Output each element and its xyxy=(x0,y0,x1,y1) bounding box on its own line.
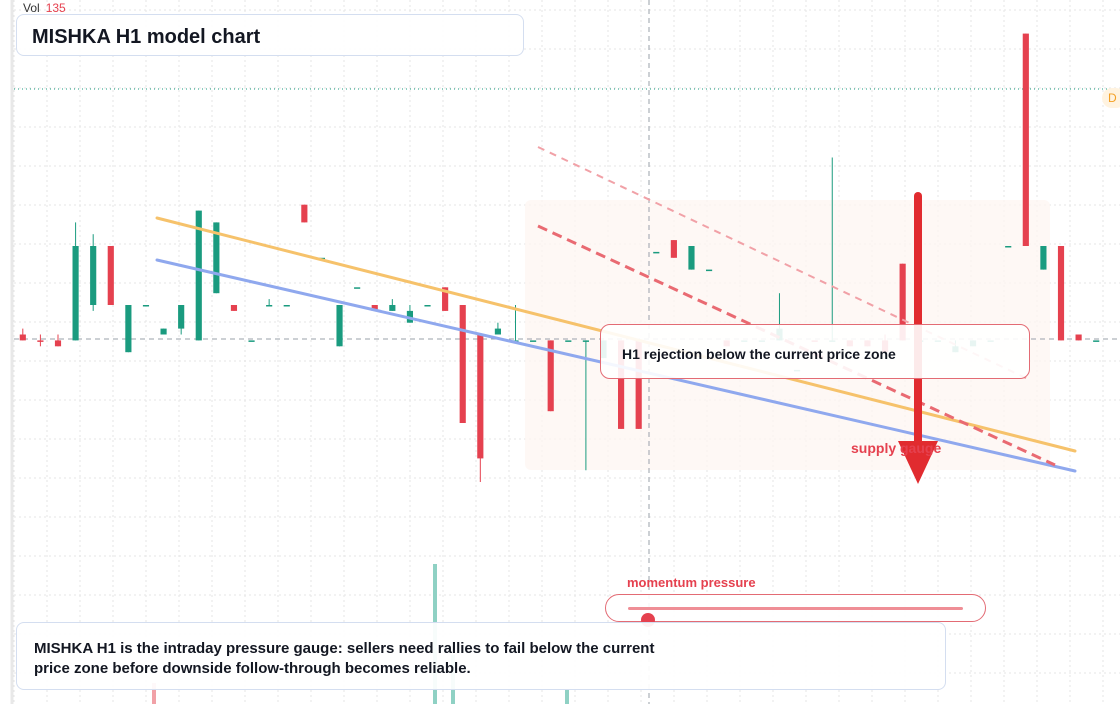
volume-bar xyxy=(565,690,569,704)
candle-body xyxy=(565,340,572,342)
candle-body xyxy=(688,246,695,270)
candle-body xyxy=(389,305,396,311)
momentum-gauge-label: momentum pressure xyxy=(627,575,756,590)
candle-body xyxy=(142,305,150,307)
candle-body xyxy=(1040,246,1047,270)
candles xyxy=(19,33,1100,482)
candle-body xyxy=(635,340,642,429)
candle-body xyxy=(195,210,202,341)
supply-gauge-label: supply gauge xyxy=(851,440,942,456)
candle-body xyxy=(1075,334,1082,341)
momentum-gauge[interactable] xyxy=(605,594,986,627)
candle-body xyxy=(266,305,273,307)
candle-body xyxy=(230,305,238,311)
candle-body xyxy=(899,263,906,341)
analysis-note-text: MISHKA H1 is the intraday pressure gauge… xyxy=(34,640,655,677)
candle-body xyxy=(72,246,79,341)
candle-body xyxy=(1005,246,1012,248)
candle-body xyxy=(442,287,449,311)
candle-body xyxy=(1022,33,1029,246)
candle-body xyxy=(90,246,97,305)
candle-body xyxy=(494,328,501,335)
candle-body xyxy=(618,340,625,429)
candle-body xyxy=(178,305,185,329)
candle-body xyxy=(37,340,44,342)
candle-body xyxy=(424,305,431,307)
analysis-note: MISHKA H1 is the intraday pressure gauge… xyxy=(16,622,946,690)
down-arrow xyxy=(898,192,938,484)
candle-body xyxy=(107,246,114,305)
momentum-gauge-track xyxy=(628,607,963,627)
candle-body xyxy=(1057,246,1065,341)
candle-body xyxy=(248,340,255,342)
candle-body xyxy=(477,334,484,459)
candle-body xyxy=(582,340,589,342)
candle-body xyxy=(54,340,62,347)
candle-body xyxy=(213,222,220,294)
rejection-callout: H1 rejection below the current price zon… xyxy=(600,324,1030,379)
candle-body xyxy=(125,305,132,353)
rejection-callout-text: H1 rejection below the current price zon… xyxy=(622,346,896,362)
volume-label: Vol xyxy=(23,1,40,15)
candle-body xyxy=(19,334,26,341)
candle-body xyxy=(354,287,361,289)
candle-body xyxy=(336,305,343,347)
candle-body xyxy=(653,251,660,254)
candle-body xyxy=(670,240,677,258)
candle-body xyxy=(547,340,554,412)
chart-title-box: MISHKA H1 model chart xyxy=(16,14,524,56)
timeframe-badge[interactable]: D xyxy=(1102,88,1120,108)
candle-body xyxy=(530,340,537,342)
volume-bar xyxy=(152,683,156,704)
chart-title: MISHKA H1 model chart xyxy=(32,26,261,48)
candle-body xyxy=(459,305,466,423)
volume-readout: Vol 135 xyxy=(23,1,66,15)
candle-body xyxy=(283,305,290,307)
volume-value: 135 xyxy=(45,1,66,15)
candle-body xyxy=(160,328,167,335)
candle-body xyxy=(705,269,713,272)
candle-body xyxy=(301,204,308,223)
candle-body xyxy=(371,305,378,311)
candle-body xyxy=(1093,340,1100,342)
